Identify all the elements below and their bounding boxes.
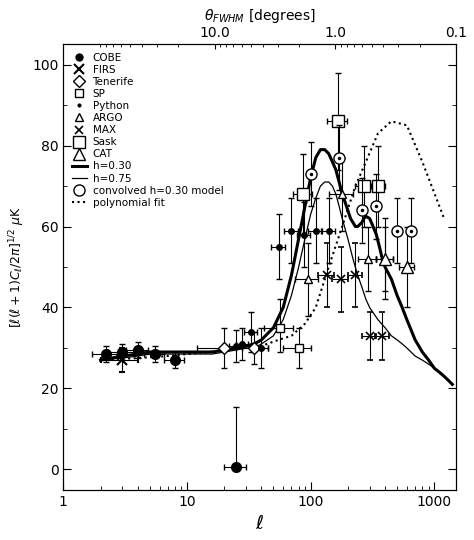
Legend: COBE, FIRS, Tenerife, SP, Python, ARGO, MAX, Sask, CAT, h=0.30, h=0.75, convolve: COBE, FIRS, Tenerife, SP, Python, ARGO, … [69, 50, 227, 211]
X-axis label: $\theta_{FWHM}$ [degrees]: $\theta_{FWHM}$ [degrees] [204, 7, 316, 25]
X-axis label: $\ell$: $\ell$ [255, 514, 264, 533]
Y-axis label: $[ \ell(\ell+1)C_\ell/2\pi]^{1/2}$ $\mu$K: $[ \ell(\ell+1)C_\ell/2\pi]^{1/2}$ $\mu$… [7, 206, 27, 328]
